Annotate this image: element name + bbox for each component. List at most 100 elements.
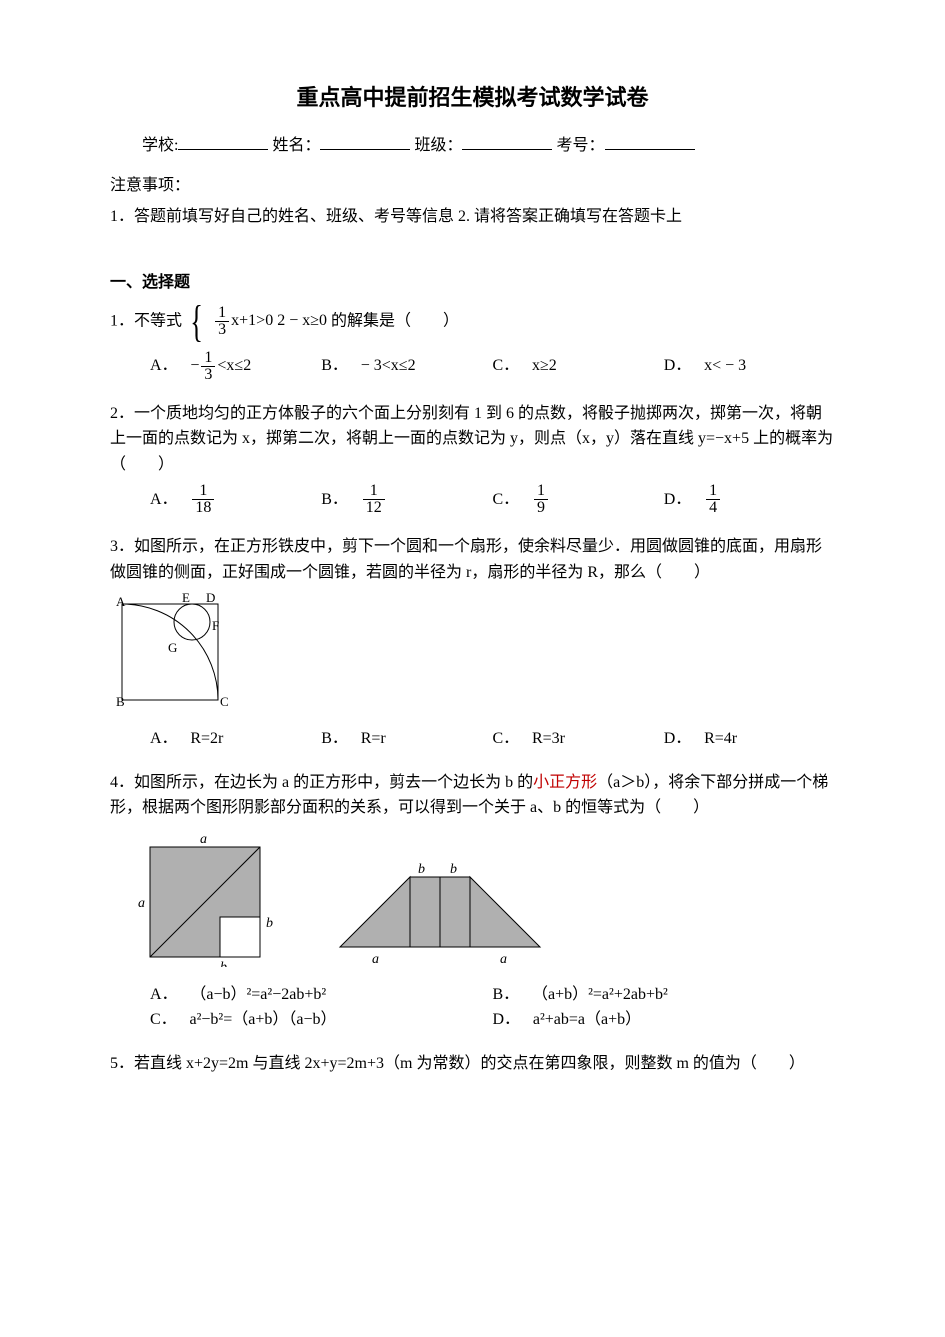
page-title: 重点高中提前招生模拟考试数学试卷	[110, 80, 835, 115]
notice-heading: 注意事项：	[110, 173, 835, 199]
q3-stem: 3．如图所示，在正方形铁皮中，剪下一个圆和一个扇形，使余料尽量少．用圆做圆锥的底…	[110, 534, 835, 585]
q4-b: （a+b）²=a²+2ab+b²	[532, 982, 668, 1008]
question-2: 2．一个质地均匀的正方体骰子的六个面上分别刻有 1 到 6 的点数，将骰子抛掷两…	[110, 401, 835, 517]
q3-opt-a[interactable]: A． R=2r	[150, 726, 321, 752]
opt-label: C．	[493, 353, 520, 379]
brace-icon: {	[190, 300, 203, 344]
opt-label: C．	[150, 1007, 177, 1033]
svg-text:G: G	[168, 640, 177, 655]
svg-text:b: b	[266, 916, 273, 931]
section-heading: 一、选择题	[110, 270, 835, 296]
name-label: 姓名：	[272, 137, 320, 154]
opt-label: D．	[664, 726, 692, 752]
q2-opt-a[interactable]: A． 118	[150, 483, 321, 516]
svg-text:C: C	[220, 694, 229, 709]
q4-text-a: 4．如图所示，在边长为 a 的正方形中，剪去一个边长为 b 的	[110, 774, 533, 791]
opt-label: B．	[321, 487, 348, 513]
q1-a-pre: −	[190, 353, 199, 379]
svg-text:D: D	[206, 592, 215, 605]
q4-d: a²+ab=a（a+b）	[533, 1007, 641, 1033]
examno-label: 考号：	[556, 137, 604, 154]
question-3: 3．如图所示，在正方形铁皮中，剪下一个圆和一个扇形，使余料尽量少．用圆做圆锥的底…	[110, 534, 835, 751]
opt-label: A．	[150, 982, 178, 1008]
opt-label: A．	[150, 487, 178, 513]
q1-system: 13x+1>0 2 − x≥0	[213, 305, 327, 338]
svg-text:a: a	[372, 952, 379, 967]
q2-options: A． 118 B． 112 C． 19 D． 14	[110, 483, 835, 516]
opt-label: B．	[321, 353, 348, 379]
opt-label: C．	[493, 487, 520, 513]
school-blank[interactable]	[178, 133, 268, 150]
question-1: 1．不等式 { 13x+1>0 2 − x≥0 的解集是（ ） A． − 13 …	[110, 300, 835, 383]
q3-opt-c[interactable]: C． R=3r	[493, 726, 664, 752]
svg-text:a: a	[200, 832, 207, 847]
notice-body: 1．答题前填写好自己的姓名、班级、考号等信息 2. 请将答案正确填写在答题卡上	[110, 204, 835, 230]
q4-opt-c[interactable]: C． a²−b²=（a+b）（a−b）	[150, 1007, 493, 1033]
svg-text:A: A	[116, 594, 126, 609]
q3-d: R=4r	[704, 726, 737, 752]
svg-text:b: b	[450, 862, 457, 877]
opt-label: B．	[493, 982, 520, 1008]
q4-opt-b[interactable]: B． （a+b）²=a²+2ab+b²	[493, 982, 836, 1008]
q1-row1a: x+1	[231, 312, 256, 329]
svg-text:b: b	[418, 862, 425, 877]
q1-d: x< − 3	[704, 353, 746, 379]
q1-opt-c[interactable]: C． x≥2	[493, 350, 664, 383]
svg-text:F: F	[212, 618, 219, 633]
question-5: 5．若直线 x+2y=2m 与直线 2x+y=2m+3（m 为常数）的交点在第四…	[110, 1051, 835, 1077]
q1-row1b: 0	[265, 312, 273, 329]
opt-label: C．	[493, 726, 520, 752]
opt-label: A．	[150, 726, 178, 752]
svg-text:b: b	[220, 960, 227, 967]
q2-opt-c[interactable]: C． 19	[493, 483, 664, 516]
svg-text:B: B	[116, 694, 125, 709]
q3-options: A． R=2r B． R=r C． R=3r D． R=4r	[110, 726, 835, 752]
q4-stem: 4．如图所示，在边长为 a 的正方形中，剪去一个边长为 b 的小正方形（a＞b）…	[110, 770, 835, 821]
q3-c: R=3r	[532, 726, 565, 752]
q4-opt-d[interactable]: D． a²+ab=a（a+b）	[493, 1007, 836, 1033]
svg-text:a: a	[138, 896, 145, 911]
svg-text:a: a	[500, 952, 507, 967]
q3-opt-d[interactable]: D． R=4r	[664, 726, 835, 752]
q1-opt-d[interactable]: D． x< − 3	[664, 350, 835, 383]
q1-a-mid: <x≤2	[217, 353, 251, 379]
q1-lead: 1．不等式	[110, 312, 182, 329]
class-label: 班级：	[414, 137, 462, 154]
q1-tail: 的解集是（ ）	[331, 312, 459, 329]
name-blank[interactable]	[320, 133, 410, 150]
opt-label: D．	[664, 353, 692, 379]
q2-opt-d[interactable]: D． 14	[664, 483, 835, 516]
question-4: 4．如图所示，在边长为 a 的正方形中，剪去一个边长为 b 的小正方形（a＞b）…	[110, 770, 835, 1033]
opt-label: A．	[150, 353, 178, 379]
q1-b: − 3<x≤2	[361, 353, 416, 379]
q4-opt-a[interactable]: A． （a−b）²=a²−2ab+b²	[150, 982, 493, 1008]
q4-figure: a a b b b b a a	[110, 827, 835, 976]
q4-options: A． （a−b）²=a²−2ab+b² B． （a+b）²=a²+2ab+b² C．…	[110, 982, 835, 1033]
q1-c: x≥2	[532, 353, 557, 379]
q1-stem: 1．不等式 { 13x+1>0 2 − x≥0 的解集是（ ）	[110, 300, 835, 344]
student-info-line: 学校: 姓名： 班级： 考号：	[110, 133, 835, 159]
q1-opt-a[interactable]: A． − 13 <x≤2	[150, 350, 321, 383]
opt-label: B．	[321, 726, 348, 752]
opt-label: D．	[664, 487, 692, 513]
examno-blank[interactable]	[605, 133, 695, 150]
svg-text:E: E	[182, 592, 190, 605]
q3-opt-b[interactable]: B． R=r	[321, 726, 492, 752]
school-label: 学校:	[142, 137, 178, 154]
q4-a: （a−b）²=a²−2ab+b²	[190, 982, 326, 1008]
q4-svg: a a b b b b a a	[110, 827, 570, 967]
q1-options: A． − 13 <x≤2 B． − 3<x≤2 C． x≥2 D． x< − 3	[110, 350, 835, 383]
q1-row2: 2 − x	[277, 312, 310, 329]
q2-opt-b[interactable]: B． 112	[321, 483, 492, 516]
q4-c: a²−b²=（a+b）（a−b）	[189, 1007, 336, 1033]
q5-stem: 5．若直线 x+2y=2m 与直线 2x+y=2m+3（m 为常数）的交点在第四…	[110, 1051, 835, 1077]
q3-a: R=2r	[190, 726, 223, 752]
opt-label: D．	[493, 1007, 521, 1033]
q3-b: R=r	[361, 726, 386, 752]
q3-svg: A B C D E F G	[110, 592, 240, 712]
q1-row2b: 0	[319, 312, 327, 329]
q2-stem: 2．一个质地均匀的正方体骰子的六个面上分别刻有 1 到 6 的点数，将骰子抛掷两…	[110, 401, 835, 478]
class-blank[interactable]	[462, 133, 552, 150]
q4-text-red: 小正方形	[533, 774, 597, 791]
q1-opt-b[interactable]: B． − 3<x≤2	[321, 350, 492, 383]
